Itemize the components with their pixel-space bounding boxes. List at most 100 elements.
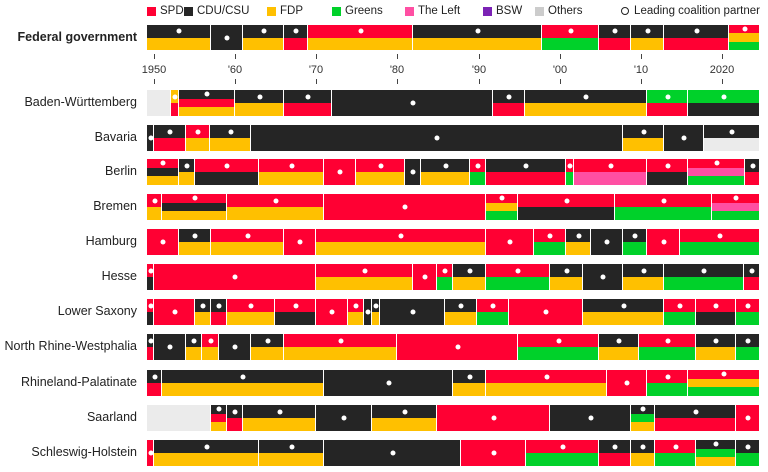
coalition-segment[interactable]: [664, 299, 696, 325]
coalition-segment[interactable]: [493, 90, 525, 116]
coalition-segment[interactable]: [566, 229, 591, 255]
coalition-segment[interactable]: [227, 299, 275, 325]
coalition-segment[interactable]: [518, 334, 599, 360]
coalition-segment[interactable]: [566, 159, 574, 185]
coalition-segment[interactable]: [284, 229, 316, 255]
coalition-segment[interactable]: [324, 159, 356, 185]
coalition-segment[interactable]: [461, 440, 526, 466]
coalition-segment[interactable]: [664, 125, 704, 151]
coalition-segment[interactable]: [308, 25, 413, 50]
coalition-segment[interactable]: [688, 159, 745, 186]
coalition-segment[interactable]: [421, 159, 470, 185]
coalition-segment[interactable]: [599, 25, 631, 50]
coalition-segment[interactable]: [631, 25, 664, 50]
coalition-segment[interactable]: [147, 299, 154, 325]
coalition-segment[interactable]: [195, 299, 211, 325]
coalition-segment[interactable]: [284, 90, 332, 116]
coalition-segment[interactable]: [356, 159, 405, 185]
coalition-segment[interactable]: [525, 90, 647, 116]
coalition-segment[interactable]: [696, 334, 736, 360]
coalition-segment[interactable]: [154, 125, 186, 151]
coalition-segment[interactable]: [486, 229, 534, 255]
coalition-segment[interactable]: [509, 299, 583, 325]
coalition-segment[interactable]: [147, 159, 179, 186]
coalition-segment[interactable]: [316, 229, 486, 255]
coalition-segment[interactable]: [486, 264, 550, 290]
coalition-segment[interactable]: [583, 299, 664, 325]
coalition-segment[interactable]: [542, 25, 599, 50]
coalition-segment[interactable]: [413, 25, 542, 50]
coalition-segment[interactable]: [380, 299, 445, 325]
coalition-segment[interactable]: [550, 405, 631, 431]
coalition-segment[interactable]: [583, 264, 623, 290]
coalition-segment[interactable]: [712, 194, 760, 221]
coalition-segment[interactable]: [147, 370, 162, 396]
coalition-segment[interactable]: [316, 299, 348, 325]
coalition-segment[interactable]: [259, 440, 324, 466]
coalition-segment[interactable]: [211, 229, 284, 255]
coalition-segment[interactable]: [332, 90, 493, 116]
coalition-segment[interactable]: [316, 405, 372, 431]
coalition-segment[interactable]: [615, 194, 712, 220]
coalition-segment[interactable]: [688, 370, 760, 397]
coalition-segment[interactable]: [477, 299, 509, 325]
coalition-segment[interactable]: [372, 299, 380, 325]
coalition-segment[interactable]: [186, 334, 202, 360]
coalition-segment[interactable]: [211, 25, 243, 50]
coalition-segment[interactable]: [147, 25, 211, 50]
coalition-segment[interactable]: [202, 334, 219, 360]
coalition-segment[interactable]: [171, 90, 179, 116]
coalition-segment[interactable]: [526, 440, 599, 466]
coalition-segment[interactable]: [534, 229, 566, 255]
coalition-segment[interactable]: [664, 264, 744, 290]
coalition-segment[interactable]: [445, 299, 477, 325]
coalition-segment[interactable]: [147, 440, 154, 466]
coalition-segment[interactable]: [591, 229, 623, 255]
coalition-segment[interactable]: [251, 334, 284, 360]
coalition-segment[interactable]: [599, 334, 639, 360]
coalition-segment[interactable]: [607, 370, 647, 396]
coalition-segment[interactable]: [154, 440, 259, 466]
coalition-segment[interactable]: [696, 440, 736, 467]
coalition-segment[interactable]: [486, 370, 607, 396]
coalition-segment[interactable]: [397, 334, 518, 360]
coalition-segment[interactable]: [179, 159, 195, 185]
coalition-segment[interactable]: [154, 264, 316, 290]
coalition-segment[interactable]: [655, 405, 736, 431]
coalition-segment[interactable]: [647, 370, 688, 396]
coalition-segment[interactable]: [324, 440, 461, 466]
coalition-segment[interactable]: [162, 194, 227, 221]
coalition-segment[interactable]: [745, 159, 760, 185]
coalition-segment[interactable]: [631, 440, 655, 466]
coalition-segment[interactable]: [736, 440, 760, 466]
coalition-segment[interactable]: [259, 159, 324, 185]
coalition-segment[interactable]: [284, 334, 397, 360]
coalition-segment[interactable]: [453, 370, 486, 396]
coalition-segment[interactable]: [147, 194, 162, 220]
coalition-segment[interactable]: [437, 264, 453, 290]
coalition-segment[interactable]: [235, 90, 284, 116]
coalition-segment[interactable]: [211, 299, 227, 325]
coalition-segment[interactable]: [195, 159, 259, 185]
coalition-segment[interactable]: [623, 264, 664, 290]
coalition-segment[interactable]: [324, 370, 453, 396]
coalition-segment[interactable]: [486, 194, 518, 221]
coalition-segment[interactable]: [413, 264, 437, 290]
coalition-segment[interactable]: [744, 264, 760, 290]
coalition-segment[interactable]: [736, 334, 760, 360]
coalition-segment[interactable]: [518, 194, 615, 220]
coalition-segment[interactable]: [179, 90, 235, 117]
coalition-segment[interactable]: [210, 125, 251, 151]
coalition-segment[interactable]: [154, 334, 186, 360]
coalition-segment[interactable]: [736, 299, 760, 325]
coalition-segment[interactable]: [623, 125, 664, 151]
coalition-segment[interactable]: [147, 405, 211, 431]
coalition-segment[interactable]: [647, 90, 688, 116]
coalition-segment[interactable]: [219, 334, 251, 360]
coalition-segment[interactable]: [251, 125, 623, 151]
coalition-segment[interactable]: [227, 194, 324, 220]
coalition-segment[interactable]: [486, 159, 566, 185]
coalition-segment[interactable]: [704, 125, 760, 151]
coalition-segment[interactable]: [243, 25, 284, 50]
coalition-segment[interactable]: [405, 159, 421, 185]
